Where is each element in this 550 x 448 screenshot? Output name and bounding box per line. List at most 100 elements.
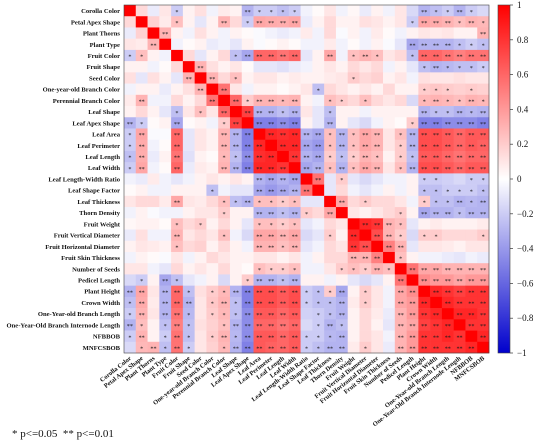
significance-star: * (434, 233, 437, 240)
significance-star: ** (362, 155, 368, 162)
significance-star: * (223, 211, 226, 218)
heatmap-cell (124, 229, 137, 242)
heatmap-cell (194, 38, 207, 51)
heatmap-cell (265, 240, 278, 253)
significance-star: ** (150, 346, 156, 353)
heatmap-cell (406, 330, 419, 343)
significance-star: * (399, 256, 402, 263)
heatmap-cell (453, 341, 466, 354)
significance-star: ** (315, 166, 321, 173)
significance-star: * (140, 346, 143, 353)
heatmap-cell (335, 341, 349, 354)
heatmap-cell (253, 150, 266, 163)
heatmap-cell (324, 16, 337, 28)
heatmap-cell (194, 218, 207, 230)
heatmap-cell (218, 94, 231, 107)
heatmap-cell (465, 274, 478, 286)
heatmap-cell (453, 330, 466, 343)
heatmap-cell (394, 240, 407, 253)
significance-star: ** (268, 334, 274, 341)
heatmap-cell (135, 27, 148, 39)
significance-star: * (423, 65, 426, 72)
heatmap-cell (347, 16, 360, 28)
heatmap-cell (124, 128, 137, 141)
significance-star: ** (327, 211, 333, 218)
heatmap-cell (371, 285, 384, 298)
significance-star: * (329, 132, 332, 139)
heatmap-cell (347, 207, 360, 219)
heatmap-cell (135, 150, 148, 163)
significance-star: ** (351, 233, 357, 240)
significance-star: ** (139, 312, 145, 319)
heatmap-cell (135, 49, 148, 62)
heatmap-cell (300, 83, 313, 96)
heatmap-cell (347, 72, 360, 84)
heatmap-cell (288, 240, 301, 253)
heatmap-cell (347, 195, 360, 208)
heatmap-cell (135, 162, 148, 174)
row-label: Leaf Apex Shape (72, 120, 120, 127)
significance-star: ** (445, 323, 451, 330)
heatmap-cell (347, 83, 360, 96)
significance-star: * (329, 143, 332, 150)
heatmap-cell (194, 128, 207, 141)
significance-star: * (411, 155, 414, 162)
heatmap-cell (171, 117, 184, 129)
significance-star: ** (409, 132, 415, 139)
heatmap-cell (383, 330, 396, 343)
significance-star: * (317, 87, 320, 94)
heatmap-cell (394, 251, 407, 264)
significance-star: * (482, 233, 485, 240)
row-label: Leaf Thickness (77, 199, 120, 206)
heatmap-cell (359, 150, 372, 163)
heatmap-cell (241, 184, 254, 197)
significance-star: ** (433, 323, 439, 330)
significance-star: ** (456, 312, 462, 319)
heatmap-cell (171, 218, 184, 230)
row-label: Leaf Shape Factor (68, 188, 120, 195)
heatmap-cell (418, 162, 431, 174)
heatmap-cell (124, 72, 137, 84)
significance-star: ** (409, 267, 415, 274)
heatmap-cell (453, 218, 466, 230)
heatmap-cell (135, 61, 148, 73)
heatmap-cell (218, 263, 231, 275)
significance-star: ** (468, 155, 474, 162)
heatmap-cell (277, 72, 290, 84)
significance-star: * (364, 346, 367, 353)
heatmap-cell (288, 229, 301, 242)
heatmap-cell (159, 61, 172, 73)
heatmap-cell (441, 106, 454, 118)
row-label: Leaf Length-Width Ratio (48, 176, 120, 183)
heatmap-cell (347, 139, 360, 152)
heatmap-cell (124, 117, 137, 129)
significance-star: ** (256, 211, 262, 218)
heatmap-cell (418, 5, 431, 17)
heatmap-cell (124, 184, 137, 197)
heatmap-cell (277, 308, 290, 320)
heatmap-cell (159, 16, 172, 28)
significance-star: ** (186, 301, 192, 308)
significance-star: ** (162, 312, 168, 319)
significance-star: ** (233, 99, 239, 106)
heatmap-cell (288, 139, 301, 152)
heatmap-cell (406, 117, 419, 129)
significance-star: ** (409, 312, 415, 319)
significance-star: ** (268, 54, 274, 61)
heatmap-cell (300, 285, 313, 298)
heatmap-cell (218, 330, 231, 343)
significance-star: ** (256, 155, 262, 162)
heatmap-cell (265, 83, 278, 96)
heatmap-cell (229, 162, 243, 174)
heatmap-cell (394, 117, 407, 129)
heatmap-cell (159, 38, 172, 51)
heatmap-cell (171, 263, 184, 275)
heatmap-cell (265, 308, 278, 320)
heatmap-cell (418, 263, 431, 275)
significance-star: ** (292, 301, 298, 308)
heatmap-cell (347, 285, 360, 298)
significance-star: ** (445, 166, 451, 173)
significance-star: ** (245, 346, 251, 353)
heatmap-cell (418, 83, 431, 96)
heatmap-cell (324, 285, 337, 298)
